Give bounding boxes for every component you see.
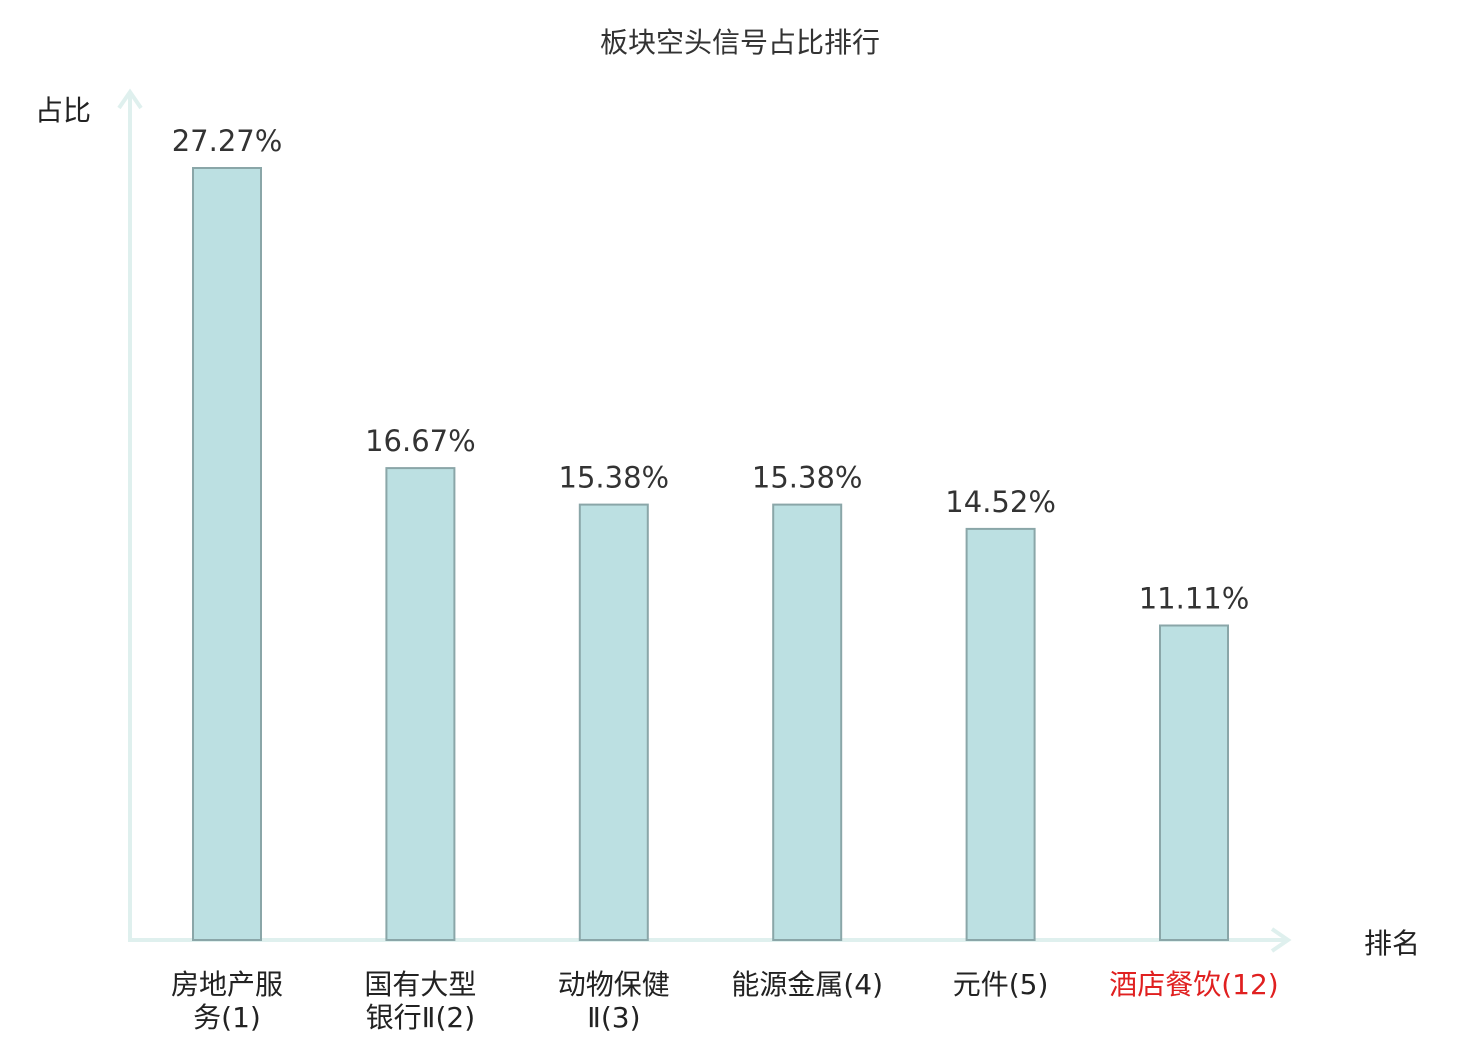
y-axis-arrow-icon [117,88,143,110]
category-tick-label: 动物保健 [558,968,670,1001]
bar [965,527,1036,942]
category-tick-label: 元件(5) [953,968,1049,1001]
category-tick-label: 银行Ⅱ(2) [366,1001,475,1034]
bar [772,503,843,941]
category-tick-label: 房地产服 [171,968,283,1001]
bar [1159,624,1229,941]
bar-value-label: 14.52% [945,485,1056,519]
category-tick-label: 务(1) [193,1001,261,1034]
bar-value-label: 15.38% [559,461,670,495]
chart-title: 板块空头信号占比排行 [600,26,880,59]
y-axis-label: 占比 [35,94,91,127]
bar [385,467,456,941]
bar [578,503,649,941]
bar-value-label: 15.38% [752,461,863,495]
bar [192,167,262,941]
bar-value-label: 16.67% [365,424,476,458]
bar-value-label: 11.11% [1139,582,1250,616]
category-tick-label: 酒店餐饮(12) [1109,968,1278,1001]
x-axis-label: 排名 [1364,927,1420,960]
bars-group [192,167,1229,942]
value-labels-group: 27.27% 16.67% 15.38% 15.38% 14.52% 11.11% [172,124,1250,616]
x-axis-arrow-icon [1270,927,1292,953]
bar-value-label: 27.27% [172,124,283,158]
category-tick-label: Ⅱ(3) [587,1001,640,1034]
category-tick-label: 能源金属(4) [731,968,883,1001]
category-tick-label: 国有大型 [364,968,476,1001]
